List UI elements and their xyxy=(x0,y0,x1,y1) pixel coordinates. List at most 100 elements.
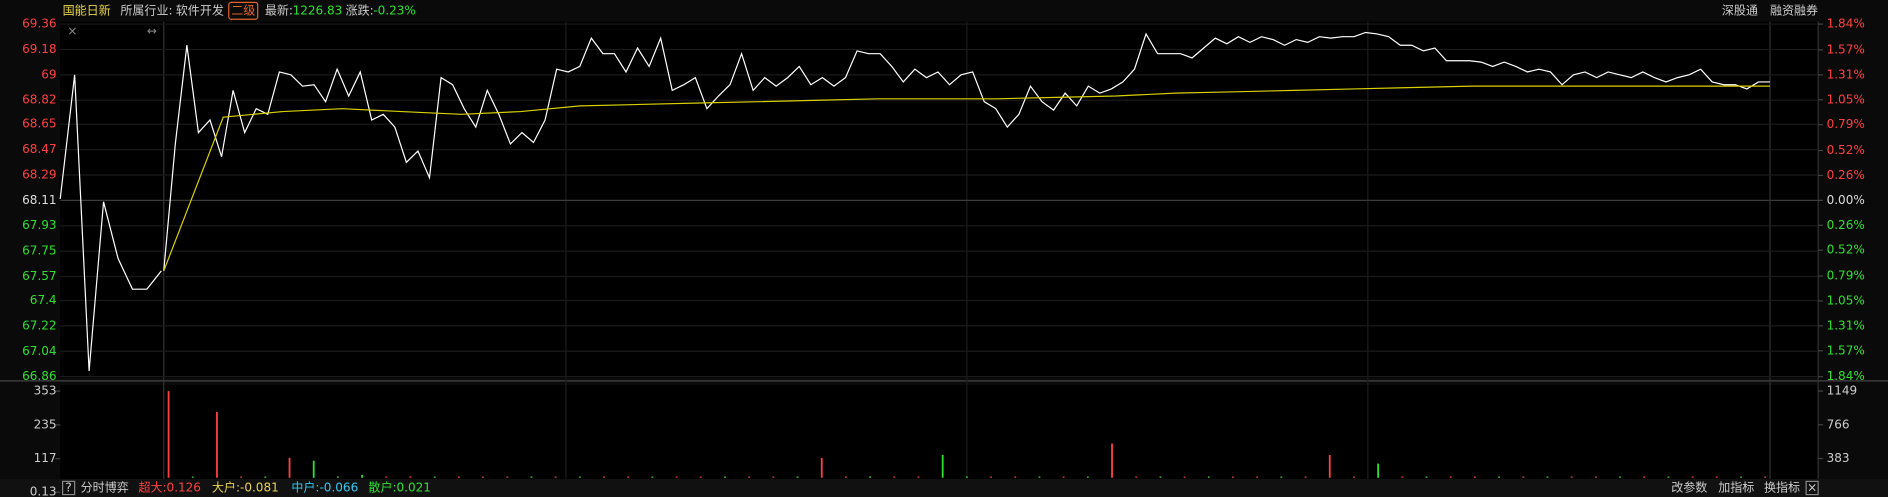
volume-bar xyxy=(1111,443,1113,478)
medium-flow: 中户:-0.066 xyxy=(291,479,358,494)
auction-line xyxy=(59,74,162,372)
volume-bar xyxy=(361,475,364,478)
y2-tick-label: 0.79% xyxy=(1827,117,1865,131)
y2-tick-label: 383 xyxy=(1827,451,1850,465)
y-tick-label: 67.4 xyxy=(30,293,57,307)
y2-tick-label: 1149 xyxy=(1827,384,1858,398)
y-tick-label: 69 xyxy=(41,67,56,81)
volume-bar xyxy=(1086,476,1089,478)
y2-tick-label: 766 xyxy=(1827,417,1850,431)
volume-bar xyxy=(288,457,291,478)
volume-bar xyxy=(385,476,388,478)
y-tick-label: 0.13 xyxy=(30,485,57,497)
volume-bar xyxy=(191,476,194,478)
volume-bar xyxy=(603,476,605,478)
volume-bar xyxy=(240,476,243,478)
volume-bar xyxy=(1691,476,1694,478)
y-tick-label: 68.65 xyxy=(22,117,56,131)
volume-bar xyxy=(917,476,920,478)
y2-tick-label: 1.57% xyxy=(1827,343,1865,357)
y-tick-label: 68.47 xyxy=(22,142,56,156)
volume-bar xyxy=(1667,476,1670,478)
stock-name[interactable]: 国能日新 xyxy=(63,2,111,17)
link[interactable]: 融资融券 xyxy=(1770,2,1818,17)
y2-tick-label: 1.84% xyxy=(1827,369,1865,383)
volume-bar xyxy=(772,476,775,478)
y2-tick-label: 0.26% xyxy=(1827,218,1865,232)
level: 二级 xyxy=(231,3,255,17)
y2-tick-label: 1.31% xyxy=(1827,67,1865,81)
y-tick-label: 68.82 xyxy=(22,93,56,107)
volume-bar xyxy=(748,476,751,478)
retail-flow: 散户:0.021 xyxy=(368,479,431,494)
volume-panel xyxy=(60,385,1819,479)
industry-label: 所属行业: xyxy=(120,3,172,17)
y2-tick-label: 1.31% xyxy=(1827,318,1865,332)
volume-bar xyxy=(1715,476,1718,478)
help[interactable]: ? xyxy=(65,480,71,494)
button[interactable]: × xyxy=(1807,480,1817,494)
volume-bar xyxy=(1159,476,1162,478)
y-tick-label: 67.93 xyxy=(22,218,56,232)
volume-bar xyxy=(482,476,484,478)
volume-bar xyxy=(1232,476,1234,478)
industry[interactable]: 软件开发 xyxy=(176,2,224,17)
volume-bar xyxy=(1135,476,1138,478)
volume-bar xyxy=(1570,476,1573,478)
y-tick-label: 235 xyxy=(34,417,57,431)
volume-bar xyxy=(337,476,339,478)
volume-bar xyxy=(264,476,267,478)
level-box xyxy=(228,1,259,20)
volume-bar xyxy=(1764,476,1767,478)
latest: 1226.83 xyxy=(293,3,343,17)
volume-bar xyxy=(1256,476,1259,478)
volume-bar xyxy=(1473,476,1476,478)
volume-bar xyxy=(845,476,847,478)
volume-bar xyxy=(1449,476,1452,478)
volume-bar xyxy=(1498,476,1500,478)
volume-bar xyxy=(699,476,702,478)
volume-bar xyxy=(530,476,533,478)
volume-bar xyxy=(1328,454,1331,478)
volume-bar xyxy=(167,391,170,478)
volume-bar xyxy=(1353,476,1355,478)
volume-bar xyxy=(506,476,509,478)
y-tick-label: 353 xyxy=(34,384,57,398)
y2-tick-label: 0.52% xyxy=(1827,143,1865,157)
volume-bar xyxy=(1014,476,1017,478)
button[interactable]: 改参数 xyxy=(1671,479,1707,494)
volume-bar xyxy=(1401,476,1404,478)
close-icon[interactable]: × xyxy=(67,24,77,38)
volume-bar xyxy=(457,476,460,478)
volume-bar xyxy=(554,476,557,478)
volume-bar xyxy=(409,476,412,478)
expand-icon[interactable]: ↔ xyxy=(147,24,157,38)
volume-bar xyxy=(1280,476,1283,478)
latest-label: 最新: xyxy=(265,2,293,17)
volume-bar xyxy=(1546,476,1549,478)
y-tick-label: 67.04 xyxy=(22,344,56,358)
link[interactable]: 深股通 xyxy=(1722,3,1758,17)
volume-bar xyxy=(433,476,436,478)
average-line xyxy=(163,85,1770,272)
button[interactable]: 加指标 xyxy=(1718,479,1754,494)
volume-bar xyxy=(1619,476,1621,478)
volume-bar xyxy=(1740,476,1742,478)
y2-tick-label: 0.79% xyxy=(1827,269,1865,283)
y-tick-label: 69.18 xyxy=(22,42,56,56)
large-flow: 大户:-0.081 xyxy=(212,479,279,494)
volume-bar xyxy=(724,476,726,478)
y2-tick-label: 0.52% xyxy=(1827,243,1865,257)
super-flow: 超大:0.126 xyxy=(138,479,201,494)
volume-bar xyxy=(1207,476,1210,478)
volume-bar xyxy=(1183,476,1186,478)
volume-bar xyxy=(1038,476,1041,478)
volume-bar xyxy=(1377,463,1380,478)
footer-bar xyxy=(0,478,1888,497)
change: -0.23% xyxy=(373,3,416,17)
footer-title: 分时博弈 xyxy=(81,479,129,494)
y-tick-label: 69.36 xyxy=(22,17,56,31)
volume-bar xyxy=(578,476,581,478)
button[interactable]: 换指标 xyxy=(1764,479,1800,494)
